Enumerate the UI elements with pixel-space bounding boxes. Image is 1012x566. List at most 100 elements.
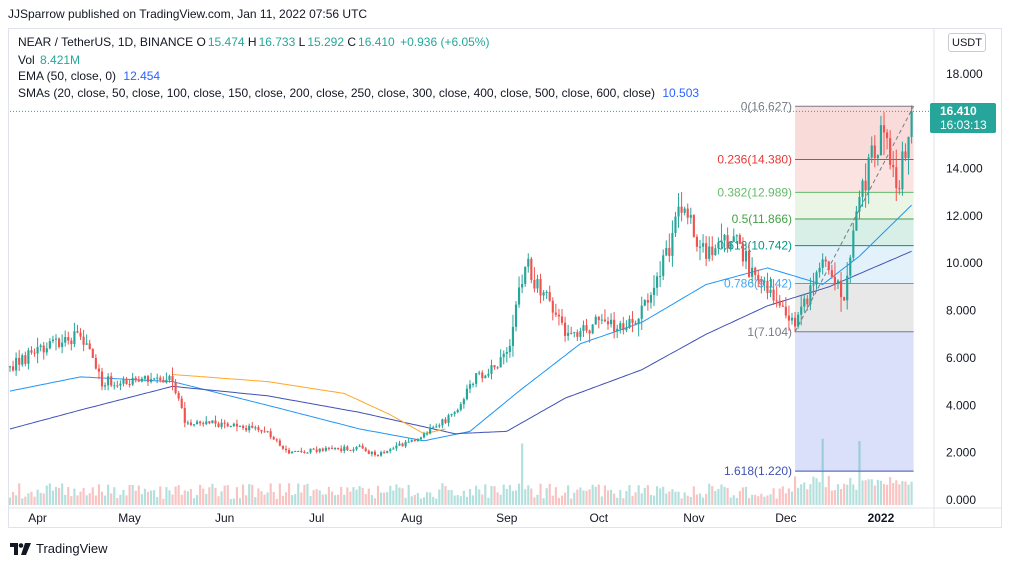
volume-bar: [545, 488, 548, 505]
volume-bar: [787, 488, 791, 505]
currency-button[interactable]: USDT: [948, 33, 986, 52]
candle-body: [744, 250, 748, 262]
candle-body: [70, 340, 73, 345]
candle-body: [64, 337, 67, 343]
volume-bar: [453, 495, 456, 505]
volume-bar: [195, 494, 199, 505]
volume-bar: [340, 486, 343, 505]
low-value: 15.292: [307, 35, 345, 49]
candle-body: [450, 413, 453, 416]
candle-body: [407, 441, 410, 443]
volume-bar: [536, 494, 539, 505]
candle-body: [383, 452, 386, 454]
volume-bar: [591, 484, 594, 505]
volume-bar: [600, 496, 603, 505]
volume-bar: [560, 495, 564, 505]
volume-bar: [64, 494, 67, 505]
candle-body: [214, 420, 217, 424]
candle-body: [579, 331, 582, 337]
candle-body: [462, 399, 465, 405]
candle-body: [603, 319, 607, 322]
volume-bar: [27, 493, 30, 505]
volume-bar: [643, 488, 646, 505]
candle-body: [830, 270, 833, 277]
tradingview-logo[interactable]: TradingView: [10, 541, 108, 556]
candle-body: [695, 236, 699, 247]
volume-bar: [839, 489, 843, 505]
candle-body: [846, 275, 849, 301]
volume-bar: [389, 485, 392, 505]
last-price-value: 16.410: [940, 104, 977, 118]
candle-body: [195, 421, 199, 425]
candle-body: [61, 342, 64, 347]
volume-bar: [321, 494, 324, 505]
sma-label: SMAs (20, close, 50, close, 100, close, …: [18, 86, 656, 100]
volume-bar: [107, 484, 110, 505]
candle-body: [137, 379, 140, 382]
volume-bar: [735, 497, 738, 505]
volume-bar: [524, 489, 527, 505]
candle-body: [821, 259, 824, 268]
candle-body: [131, 377, 134, 385]
candle-body: [208, 421, 211, 424]
candle-body: [119, 383, 122, 386]
candle-body: [809, 285, 812, 305]
volume-bar: [358, 486, 361, 505]
price-tick-label: 4.000: [946, 398, 976, 412]
volume-bar: [723, 486, 726, 505]
low-label: L: [298, 35, 306, 49]
volume-bar: [511, 490, 515, 505]
candle-body: [720, 240, 723, 243]
volume-bar: [867, 479, 870, 505]
volume-bar: [778, 488, 781, 505]
candle-body: [36, 347, 39, 354]
candle-body: [337, 448, 340, 450]
candle-body: [628, 318, 631, 328]
volume-bar: [70, 496, 73, 505]
volume-bar: [533, 497, 536, 505]
volume-bar: [168, 490, 171, 505]
candle-body: [349, 450, 352, 452]
candle-body: [447, 415, 450, 423]
candle-body: [45, 348, 48, 353]
volume-bar: [729, 497, 732, 505]
candle-body: [82, 336, 85, 345]
candle-body: [275, 439, 278, 441]
candle-body: [327, 447, 331, 449]
candle-body: [723, 235, 726, 241]
candle-body: [471, 383, 475, 385]
candle-body: [478, 372, 481, 374]
candle-body: [738, 235, 741, 244]
candle-body: [468, 384, 472, 389]
candle-body: [404, 441, 407, 447]
volume-bar: [82, 487, 85, 505]
candle-body: [373, 451, 377, 456]
volume-bar: [349, 491, 352, 505]
volume-bar: [901, 481, 904, 505]
volume-bar: [137, 485, 140, 505]
volume-bar: [548, 483, 551, 505]
candle-body: [260, 429, 263, 432]
fib-zone-0.382: [795, 192, 914, 220]
volume-bar: [701, 497, 705, 505]
candle-body: [226, 423, 229, 427]
volume-bar: [484, 484, 487, 505]
time-tick-label: Nov: [683, 511, 704, 525]
volume-bar: [386, 492, 389, 505]
publish-line: JJSparrow published on TradingView.com, …: [8, 7, 368, 21]
candle-body: [701, 243, 705, 247]
candle-body: [343, 446, 346, 451]
candle-body: [76, 331, 79, 333]
volume-bar: [692, 486, 695, 505]
chart-frame: [8, 28, 1002, 528]
volume-bar: [800, 484, 803, 505]
volume-bar: [284, 492, 288, 505]
candle-body: [441, 419, 444, 426]
volume-bar: [652, 495, 656, 505]
volume-bar: [383, 492, 386, 505]
candle-body: [94, 357, 97, 369]
candle-body: [677, 206, 680, 217]
candle-body: [775, 300, 778, 302]
volume-bar: [827, 475, 830, 505]
